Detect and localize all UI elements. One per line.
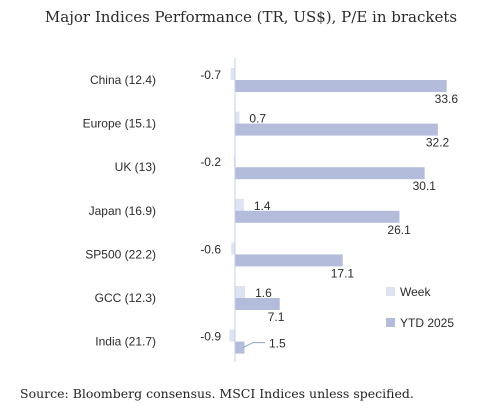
bar-week-china — [230, 68, 235, 80]
bar-week-uk — [233, 155, 235, 168]
labels-layer: China (12.4) -0.7 33.6 Europe (15.1) 0.7 32.2… — [83, 68, 459, 351]
value-label-ytd-europe: 32.2 — [426, 136, 450, 150]
category-label-europe: Europe (15.1) — [83, 117, 156, 131]
bar-week-europe — [235, 111, 240, 124]
chart-title: Major Indices Performance (TR, US$), P/E… — [44, 8, 458, 26]
leader-line-india — [242, 342, 265, 349]
category-label-china: China (12.4) — [90, 73, 156, 87]
value-label-ytd-sp500: 17.1 — [331, 266, 355, 280]
bar-ytd-japan — [235, 210, 400, 223]
value-label-week-europe: 0.7 — [249, 112, 266, 126]
legend-swatch-ytd-2025 — [386, 318, 395, 327]
legend-label-week: Week — [400, 285, 431, 299]
bar-week-india — [229, 329, 235, 342]
source-note: Source: Bloomberg consensus. MSCI Indice… — [20, 386, 414, 401]
value-label-ytd-japan: 26.1 — [387, 223, 411, 237]
value-label-week-gcc: 1.6 — [255, 286, 272, 300]
value-label-ytd-uk: 30.1 — [413, 179, 437, 193]
value-label-week-uk: -0.2 — [200, 155, 221, 169]
bar-ytd-gcc — [235, 298, 280, 310]
value-label-ytd-gcc: 7.1 — [268, 310, 285, 324]
bar-ytd-china — [235, 80, 447, 92]
value-label-week-china: -0.7 — [200, 68, 221, 82]
bars-layer — [229, 68, 447, 354]
legend-label-ytd-2025: YTD 2025 — [400, 316, 454, 330]
value-label-week-sp500: -0.6 — [200, 242, 221, 256]
category-label-india: India (21.7) — [95, 335, 156, 349]
legend-swatch-week — [386, 287, 395, 296]
legend: Week YTD 2025 — [386, 285, 454, 330]
value-label-ytd-india: 1.5 — [269, 337, 286, 351]
category-label-gcc: GCC (12.3) — [95, 291, 156, 305]
value-label-ytd-china: 33.6 — [435, 92, 459, 106]
bar-week-sp500 — [231, 242, 235, 255]
category-label-japan: Japan (16.9) — [89, 204, 156, 218]
bar-ytd-europe — [235, 123, 438, 136]
value-label-week-japan: 1.4 — [254, 199, 271, 213]
bar-ytd-india — [235, 341, 245, 354]
bar-week-gcc — [235, 286, 246, 298]
bar-week-japan — [235, 198, 244, 211]
category-label-uk: UK (13) — [115, 160, 156, 174]
category-label-sp500: SP500 (22.2) — [85, 247, 156, 261]
value-label-week-india: -0.9 — [200, 330, 221, 344]
bar-ytd-sp500 — [235, 254, 343, 267]
bar-ytd-uk — [235, 167, 425, 180]
